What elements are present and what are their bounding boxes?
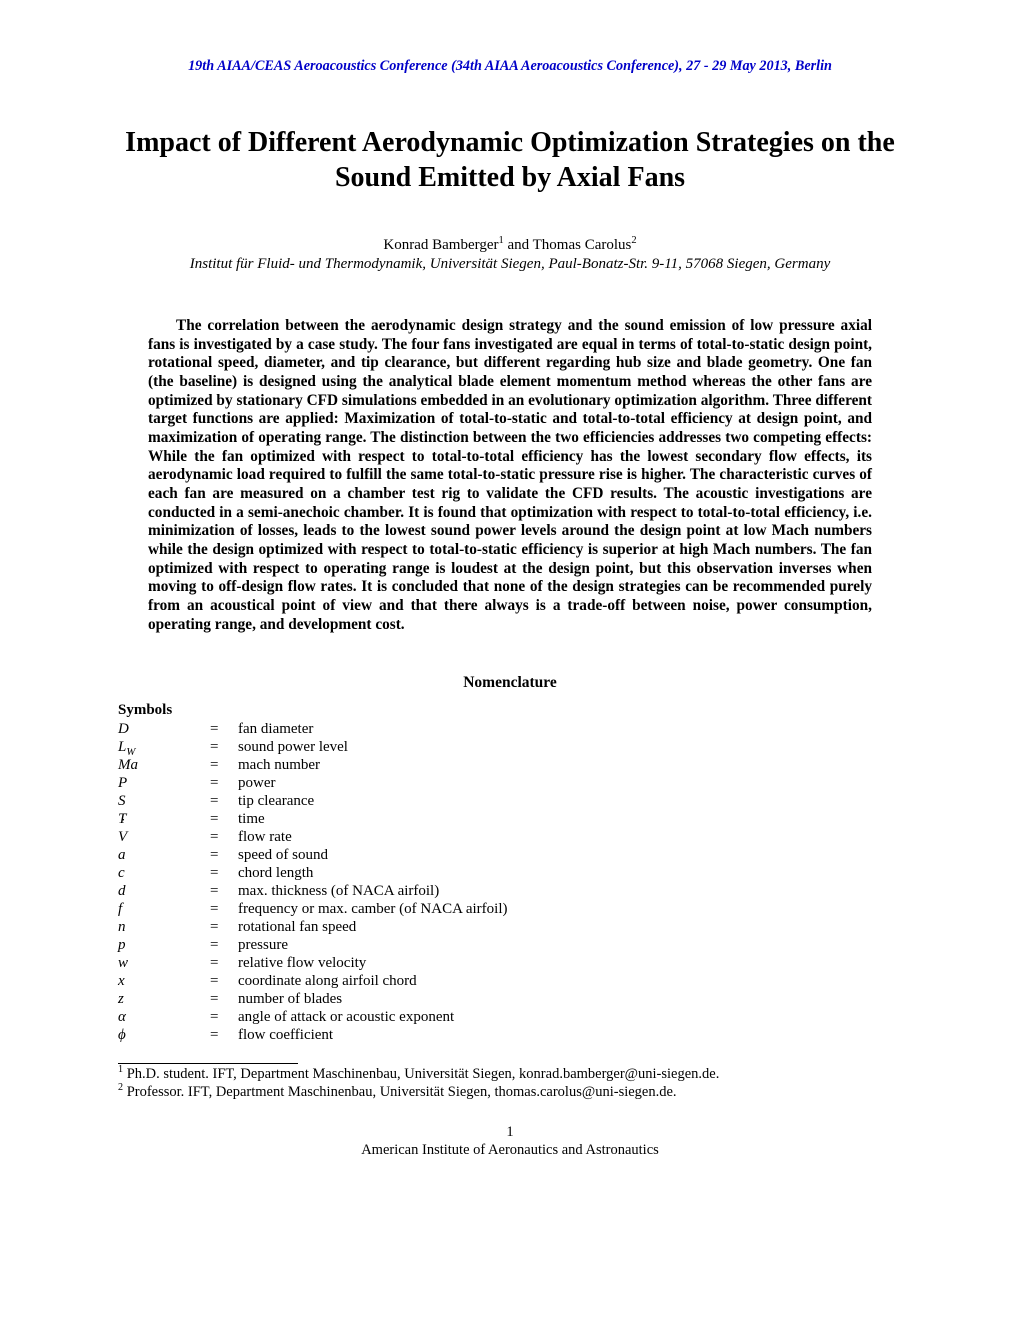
equals-cell: = [210, 739, 238, 757]
equals-cell: = [210, 937, 238, 955]
conference-header: 19th AIAA/CEAS Aeroacoustics Conference … [118, 58, 902, 75]
symbol-cell: n [118, 919, 210, 937]
equals-cell: = [210, 829, 238, 847]
nomenclature-table: D=fan diameterLW=sound power levelMa=mac… [118, 721, 507, 1045]
equals-cell: = [210, 919, 238, 937]
nomenclature-row: V=flow rate [118, 829, 507, 847]
nomenclature-row: c=chord length [118, 865, 507, 883]
nomenclature-row: d=max. thickness (of NACA airfoil) [118, 883, 507, 901]
equals-cell: = [210, 847, 238, 865]
equals-cell: = [210, 775, 238, 793]
symbol-cell: ϕ [118, 1027, 210, 1045]
page-number: 1 [118, 1123, 902, 1141]
symbol-cell: d [118, 883, 210, 901]
description-cell: mach number [238, 757, 507, 775]
footer-org: American Institute of Aeronautics and As… [118, 1141, 902, 1159]
symbol-cell: w [118, 955, 210, 973]
footnote-1-text: Ph.D. student. IFT, Department Maschinen… [123, 1066, 719, 1082]
symbol-cell: x [118, 973, 210, 991]
symbol-cell: LW [118, 739, 210, 757]
nomenclature-row: a=speed of sound [118, 847, 507, 865]
footnote-rule [118, 1063, 298, 1064]
description-cell: max. thickness (of NACA airfoil) [238, 883, 507, 901]
nomenclature-row: f=frequency or max. camber (of NACA airf… [118, 901, 507, 919]
description-cell: pressure [238, 937, 507, 955]
description-cell: time [238, 811, 507, 829]
symbols-heading: Symbols [118, 702, 902, 719]
page-container: 19th AIAA/CEAS Aeroacoustics Conference … [0, 0, 1020, 1199]
equals-cell: = [210, 811, 238, 829]
symbol-cell: S [118, 793, 210, 811]
symbol-cell: c [118, 865, 210, 883]
footnote-2: 2 Professor. IFT, Department Maschinenba… [118, 1084, 902, 1101]
description-cell: speed of sound [238, 847, 507, 865]
description-cell: frequency or max. camber (of NACA airfoi… [238, 901, 507, 919]
nomenclature-row: Ma=mach number [118, 757, 507, 775]
equals-cell: = [210, 991, 238, 1009]
equals-cell: = [210, 757, 238, 775]
description-cell: coordinate along airfoil chord [238, 973, 507, 991]
equals-cell: = [210, 793, 238, 811]
nomenclature-row: x=coordinate along airfoil chord [118, 973, 507, 991]
equals-cell: = [210, 901, 238, 919]
abstract: The correlation between the aerodynamic … [148, 317, 872, 634]
nomenclature-heading: Nomenclature [118, 674, 902, 692]
equals-cell: = [210, 865, 238, 883]
equals-cell: = [210, 721, 238, 739]
footnote-1: 1 Ph.D. student. IFT, Department Maschin… [118, 1066, 902, 1083]
equals-cell: = [210, 883, 238, 901]
symbol-cell: P [118, 775, 210, 793]
symbol-cell: V [118, 829, 210, 847]
symbol-cell: T [118, 811, 210, 829]
affiliation: Institut für Fluid- und Thermodynamik, U… [118, 256, 902, 273]
description-cell: flow coefficient [238, 1027, 507, 1045]
author-1: Konrad Bamberger [383, 237, 498, 253]
nomenclature-row: D=fan diameter [118, 721, 507, 739]
nomenclature-row: n=rotational fan speed [118, 919, 507, 937]
description-cell: power [238, 775, 507, 793]
description-cell: sound power level [238, 739, 507, 757]
nomenclature-row: α=angle of attack or acoustic exponent [118, 1009, 507, 1027]
description-cell: angle of attack or acoustic exponent [238, 1009, 507, 1027]
nomenclature-row: w=relative flow velocity [118, 955, 507, 973]
nomenclature-row: z=number of blades [118, 991, 507, 1009]
description-cell: flow rate [238, 829, 507, 847]
symbol-cell: z [118, 991, 210, 1009]
author-line: Konrad Bamberger1 and Thomas Carolus2 [118, 237, 902, 254]
symbol-cell: a [118, 847, 210, 865]
equals-cell: = [210, 955, 238, 973]
description-cell: number of blades [238, 991, 507, 1009]
description-cell: rotational fan speed [238, 919, 507, 937]
symbol-cell: p [118, 937, 210, 955]
footnote-2-text: Professor. IFT, Department Maschinenbau,… [123, 1084, 677, 1100]
paper-title: Impact of Different Aerodynamic Optimiza… [118, 125, 902, 195]
symbol-cell: α [118, 1009, 210, 1027]
description-cell: relative flow velocity [238, 955, 507, 973]
nomenclature-row: ϕ=flow coefficient [118, 1027, 507, 1045]
nomenclature-row: T=time [118, 811, 507, 829]
abstract-text: The correlation between the aerodynamic … [148, 317, 872, 633]
author-conj: and Thomas Carolus [504, 237, 632, 253]
symbol-cell: Ma [118, 757, 210, 775]
equals-cell: = [210, 1009, 238, 1027]
equals-cell: = [210, 973, 238, 991]
author-2-sup: 2 [631, 235, 636, 246]
nomenclature-row: S=tip clearance [118, 793, 507, 811]
page-footer: 1 American Institute of Aeronautics and … [118, 1123, 902, 1159]
description-cell: fan diameter [238, 721, 507, 739]
symbol-cell: D [118, 721, 210, 739]
description-cell: chord length [238, 865, 507, 883]
equals-cell: = [210, 1027, 238, 1045]
nomenclature-row: p=pressure [118, 937, 507, 955]
description-cell: tip clearance [238, 793, 507, 811]
nomenclature-row: P=power [118, 775, 507, 793]
symbol-cell: f [118, 901, 210, 919]
nomenclature-row: LW=sound power level [118, 739, 507, 757]
